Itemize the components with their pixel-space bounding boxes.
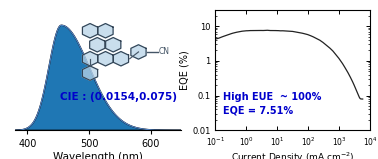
Polygon shape xyxy=(90,38,105,52)
Polygon shape xyxy=(82,24,98,38)
Polygon shape xyxy=(113,52,129,66)
Y-axis label: EQE (%): EQE (%) xyxy=(180,50,189,90)
Polygon shape xyxy=(82,52,98,66)
Polygon shape xyxy=(105,38,121,52)
X-axis label: Wavelength (nm): Wavelength (nm) xyxy=(53,152,143,159)
Polygon shape xyxy=(131,45,146,59)
Text: High EUE  ~ 100%
EQE = 7.51%: High EUE ~ 100% EQE = 7.51% xyxy=(223,92,322,116)
X-axis label: Current Density (mA cm$^{-2}$): Current Density (mA cm$^{-2}$) xyxy=(231,150,355,159)
Text: CN: CN xyxy=(159,47,170,56)
Polygon shape xyxy=(98,24,113,38)
PathPatch shape xyxy=(15,25,181,130)
Polygon shape xyxy=(98,52,113,66)
Text: CIE : (0.0154,0.075): CIE : (0.0154,0.075) xyxy=(60,92,177,102)
Polygon shape xyxy=(82,66,98,80)
